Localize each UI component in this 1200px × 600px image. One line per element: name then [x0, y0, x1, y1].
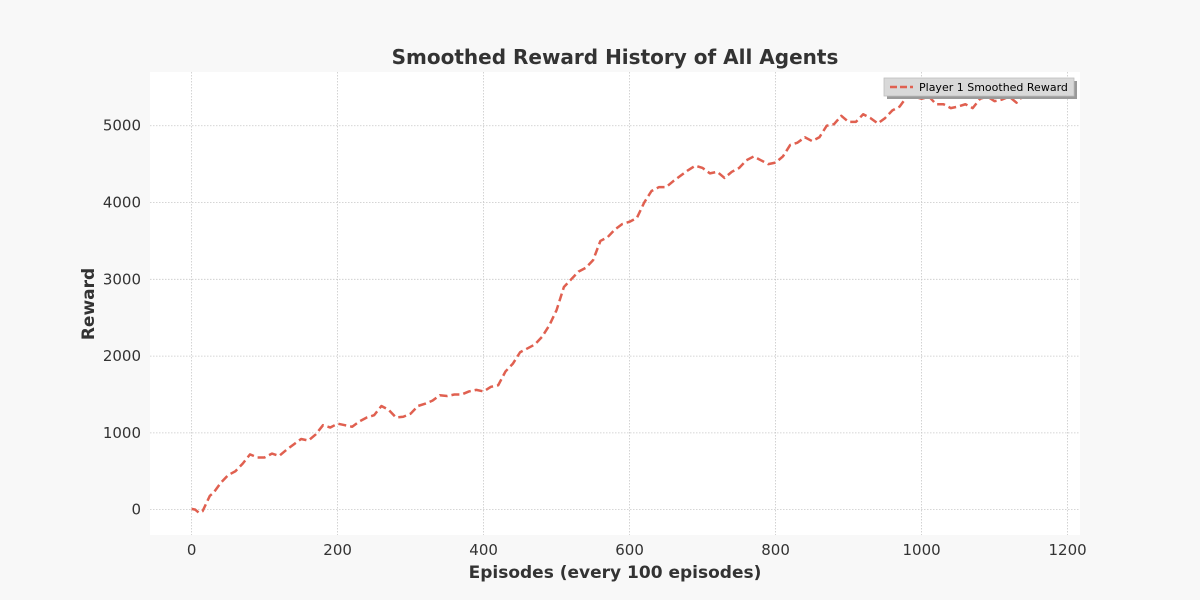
y-tick-label: 3000 [103, 270, 141, 288]
y-grid [150, 125, 1080, 511]
series-layer [191, 94, 1025, 514]
x-tick-labels: 0 200 400 600 800 1000 1200 [187, 541, 1087, 559]
y-tick-label: 0 [131, 501, 141, 519]
chart-title: Smoothed Reward History of All Agents [392, 45, 839, 69]
x-tick-label: 1200 [1048, 541, 1086, 559]
plot-area [150, 72, 1080, 535]
legend-label: Player 1 Smoothed Reward [919, 81, 1068, 94]
series-line-1 [191, 94, 1025, 514]
x-tick-label: 200 [323, 541, 352, 559]
x-tick-label: 0 [187, 541, 197, 559]
x-tick-label: 600 [615, 541, 644, 559]
x-tick-label: 1000 [902, 541, 940, 559]
y-tick-label: 1000 [103, 424, 141, 442]
x-tick-label: 800 [761, 541, 790, 559]
legend: Player 1 Smoothed Reward [883, 77, 1077, 99]
y-tick-label: 2000 [103, 347, 141, 365]
x-tick-label: 400 [469, 541, 498, 559]
y-axis-title: Reward [79, 268, 99, 340]
x-grid [191, 72, 1068, 535]
y-tick-label: 5000 [103, 117, 141, 135]
y-tick-label: 4000 [103, 194, 141, 212]
x-axis-title: Episodes (every 100 episodes) [469, 563, 762, 583]
y-tick-labels: 0 1000 2000 3000 4000 5000 [103, 117, 141, 519]
legend-box [883, 77, 1075, 97]
